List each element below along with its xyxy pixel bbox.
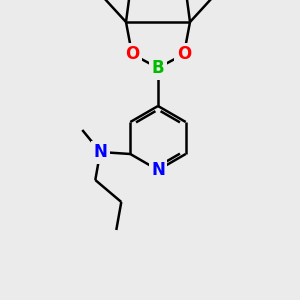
Text: O: O [125, 45, 139, 63]
Text: N: N [93, 143, 107, 161]
Text: B: B [152, 59, 164, 77]
Text: O: O [177, 45, 191, 63]
Text: N: N [151, 161, 165, 179]
